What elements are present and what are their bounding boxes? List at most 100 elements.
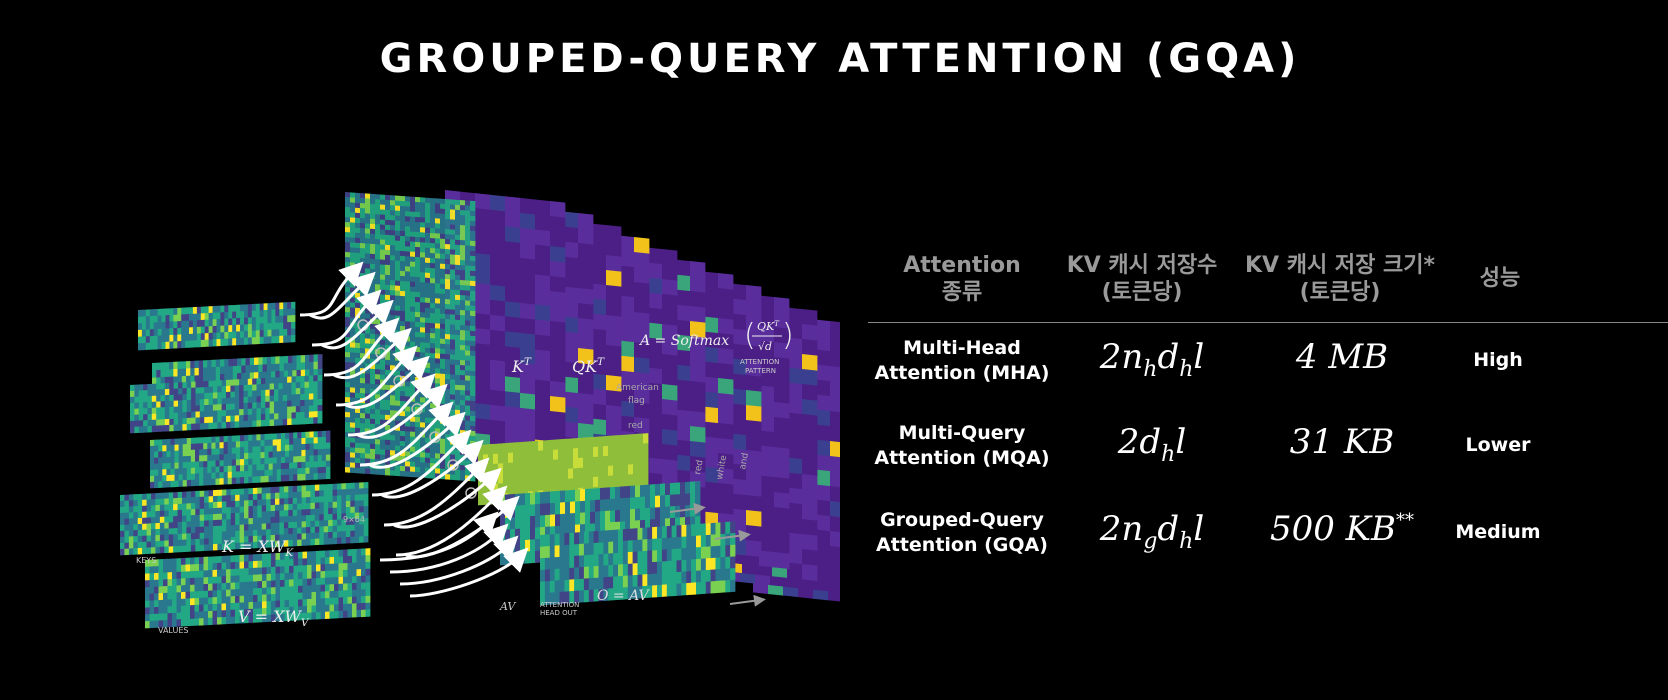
heatmap-cell [400, 275, 406, 282]
heatmap-cell [212, 332, 217, 340]
heatmap-cell [355, 207, 361, 214]
heatmap-cell [380, 444, 386, 451]
heatmap-cell [520, 347, 536, 365]
heatmap-cell [460, 410, 466, 416]
heatmap-cell [380, 439, 386, 446]
heatmap-cell [450, 329, 456, 336]
heatmap-cell [430, 307, 436, 314]
heatmap-cell [345, 267, 351, 273]
heatmap-cell [505, 256, 521, 274]
heatmap-cell [493, 463, 499, 475]
heatmap-cell [595, 511, 601, 524]
heatmap-cell [815, 574, 831, 592]
heatmap-cell [400, 300, 406, 307]
heatmap-cell [675, 289, 691, 307]
heatmap-cell [262, 364, 268, 373]
heatmap-cell [195, 411, 201, 418]
heatmap-cell [204, 332, 209, 341]
heatmap-cell [308, 393, 314, 401]
heatmap-cell [815, 424, 831, 442]
heatmap-cell [535, 550, 541, 563]
heatmap-cell [153, 308, 158, 317]
heatmap-cell [538, 480, 544, 492]
heatmap-cell [445, 318, 451, 325]
heatmap-cell [295, 400, 301, 407]
heatmap-cell [350, 302, 356, 309]
heatmap-cell [360, 438, 366, 444]
heatmap-cell [370, 203, 376, 210]
heatmap-cell [460, 215, 466, 221]
heatmap-cell [405, 281, 411, 287]
heatmap-cell [430, 282, 436, 289]
heatmap-cell [385, 424, 391, 431]
heatmap-cell [731, 313, 747, 331]
heatmap-cell [746, 375, 762, 393]
heatmap-cell [400, 200, 406, 207]
heatmap-cell [563, 448, 569, 460]
heatmap-cell [266, 356, 272, 365]
heatmap-cell [445, 293, 451, 300]
heatmap-cell [590, 488, 596, 501]
heatmap-cell [345, 302, 351, 308]
heatmap-cell [445, 363, 451, 370]
heatmap-cell [550, 276, 566, 294]
heatmap-cell [650, 484, 656, 497]
heatmap-cell [355, 442, 361, 449]
heatmap-cell [470, 275, 476, 282]
heatmap-cell [221, 403, 227, 411]
heatmap-cell [564, 579, 570, 593]
heatmap-cell [370, 383, 376, 390]
heatmap-cell [212, 398, 218, 406]
heatmap-cell [308, 375, 314, 383]
heatmap-cell [445, 398, 451, 405]
heatmap-cell [410, 326, 416, 333]
heatmap-cell [575, 501, 581, 514]
heatmap-cell [415, 311, 421, 318]
heatmap-cell [390, 215, 396, 221]
heatmap-cell [227, 477, 233, 485]
heatmap-cell [445, 238, 451, 245]
heatmap-cell [440, 293, 446, 300]
heatmap-cell [174, 438, 179, 446]
heatmap-cell [465, 350, 471, 357]
heatmap-cell [370, 233, 376, 240]
heatmap-cell [375, 299, 381, 305]
heatmap-cell [271, 336, 276, 344]
heatmap-cell [465, 440, 471, 447]
heatmap-cell [608, 455, 614, 467]
heatmap-cell [189, 340, 194, 348]
heatmap-cell [578, 363, 594, 381]
heatmap-cell [283, 302, 288, 310]
heatmap-cell [563, 438, 569, 450]
heatmap-cell [317, 398, 323, 406]
heatmap-cell [470, 430, 476, 437]
heatmap-cell [475, 358, 491, 376]
heatmap-cell [470, 300, 476, 307]
heatmap-cell [169, 341, 174, 349]
heatmap-cell [177, 491, 183, 499]
heatmap-cell [415, 196, 421, 203]
heatmap-cell [370, 273, 376, 280]
heatmap-cell [178, 406, 183, 413]
heatmap-cell [676, 583, 682, 596]
heatmap-cell [591, 328, 607, 346]
heatmap-cell [450, 249, 456, 256]
heatmap-cell [279, 322, 284, 330]
heatmap-cell [430, 272, 436, 279]
heatmap-cell [645, 484, 651, 497]
heatmap-cell [425, 317, 431, 324]
heatmap-cell [435, 288, 441, 295]
heatmap-cell [247, 378, 253, 386]
heatmap-cell [224, 325, 229, 333]
heatmap-cell [550, 306, 566, 324]
heatmap-cell [445, 438, 451, 445]
heatmap-cell [204, 410, 209, 418]
heatmap-cell [523, 481, 529, 493]
heatmap-cell [493, 483, 499, 495]
heatmap-cell [181, 314, 186, 322]
heatmap-cell [321, 466, 327, 474]
heatmap-cell [304, 411, 310, 419]
heatmap-cell [260, 401, 266, 409]
heatmap-cell [239, 409, 244, 416]
heatmap-cell [190, 437, 196, 445]
